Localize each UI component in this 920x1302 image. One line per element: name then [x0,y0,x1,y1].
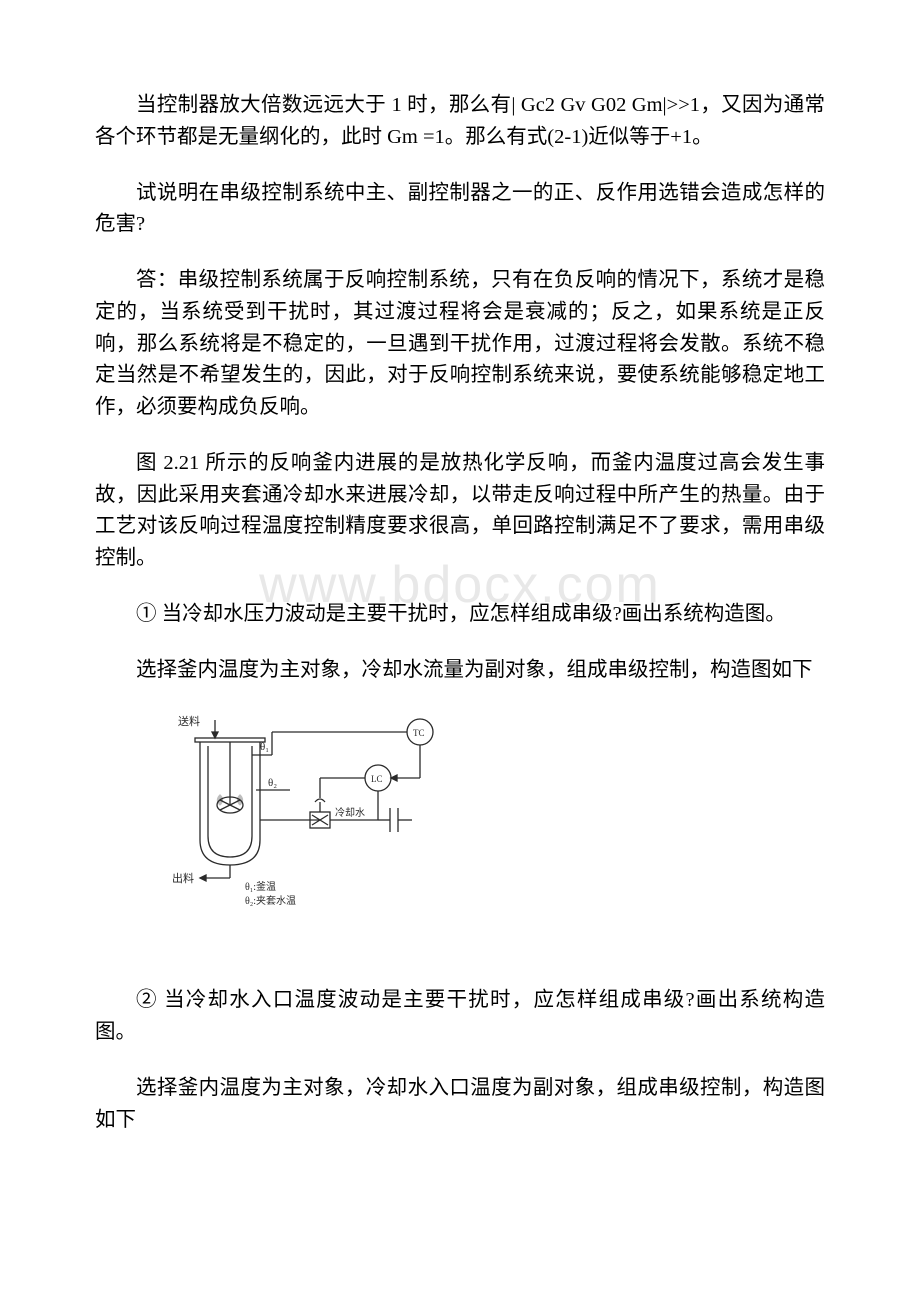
label-tc: TC [413,728,425,738]
content-container: 当控制器放大倍数远远大于 1 时，那么有| Gc2 Gv G02 Gm|>>1，… [95,90,825,1137]
paragraph-6: 选择釜内温度为主对象，冷却水流量为副对象，组成串级控制，构造图如下 [95,655,825,687]
label-lc: LC [371,774,383,784]
label-feed: 送料 [178,714,200,728]
paragraph-3: 答：串级控制系统属于反响控制系统，只有在负反响的情况下，系统才是稳定的，当系统受… [95,265,825,424]
paragraph-2: 试说明在串级控制系统中主、副控制器之一的正、反作用选错会造成怎样的危害? [95,178,825,242]
paragraph-7: ② 当冷却水入口温度波动是主要干扰时，应怎样组成串级?画出系统构造图。 [95,985,825,1049]
label-discharge: 出料 [172,871,194,885]
label-note2: θ₂:夹套水温 [245,894,296,907]
paragraph-5: ① 当冷却水压力波动是主要干扰时，应怎样组成串级?画出系统构造图。 [95,599,825,631]
label-theta1: θ₁ [260,741,269,753]
label-note1: θ₁:釜温 [245,880,276,893]
paragraph-4: 图 2.21 所示的反响釜内进展的是放热化学反响，而釜内温度过高会发生事故，因此… [95,448,825,575]
document-page: www.bdocx.com 当控制器放大倍数远远大于 1 时，那么有| Gc2 … [0,0,920,1211]
label-theta2: θ₂ [268,777,277,789]
label-cooling: 冷却水 [335,806,365,819]
paragraph-8: 选择釜内温度为主对象，冷却水入口温度为副对象，组成串级控制，构造图如下 [95,1073,825,1137]
diagram-1-container: 送料 θ₁ θ₂ TC LC 冷却水 出料 θ₁:釜温 θ₂:夹套水温 [160,710,825,925]
reactor-diagram: 送料 θ₁ θ₂ TC LC 冷却水 出料 θ₁:釜温 θ₂:夹套水温 [160,710,460,920]
paragraph-1: 当控制器放大倍数远远大于 1 时，那么有| Gc2 Gv G02 Gm|>>1，… [95,90,825,154]
